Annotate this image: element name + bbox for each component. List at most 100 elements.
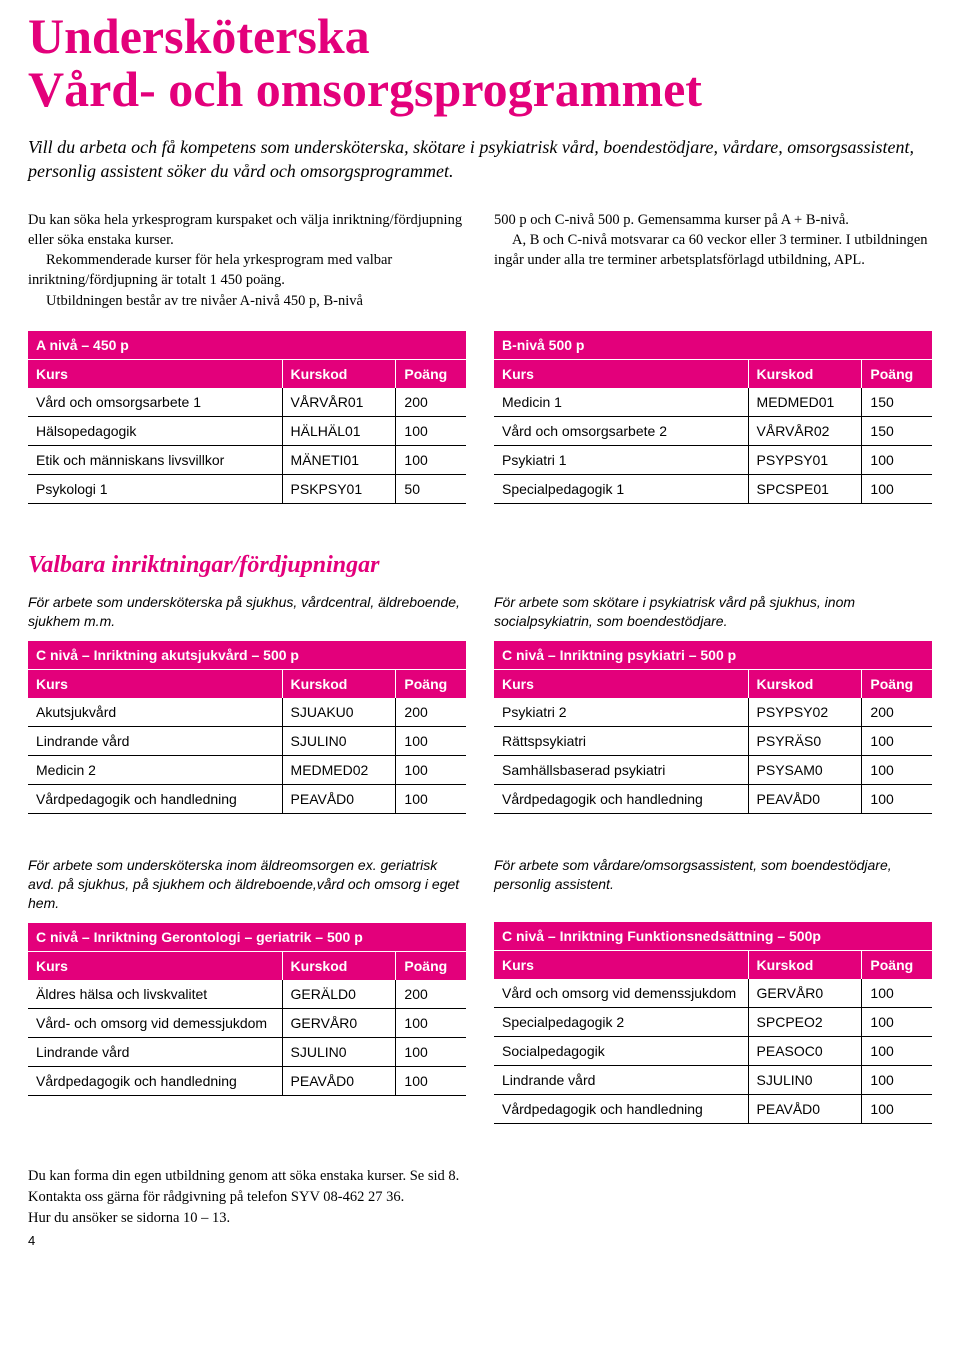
table-title: B-nivå 500 p <box>494 331 932 360</box>
table-cell: Specialpedagogik 2 <box>494 1008 748 1037</box>
table-cell: 100 <box>862 1008 932 1037</box>
table-cell: PEAVÅD0 <box>748 785 862 814</box>
table-cell: Vårdpedagogik och handledning <box>494 785 748 814</box>
column-header: Kurskod <box>748 670 862 699</box>
table-cell: Psykologi 1 <box>28 475 282 504</box>
table-cell: Äldres hälsa och livskvalitet <box>28 980 282 1009</box>
table-cell: PSKPSY01 <box>282 475 396 504</box>
table-cell: 200 <box>396 388 466 417</box>
table-cell: PSYPSY01 <box>748 446 862 475</box>
table-cell: SJULIN0 <box>282 727 396 756</box>
col-psyk: För arbete som skötare i psykiatrisk vår… <box>494 593 932 836</box>
table-cell: SJULIN0 <box>282 1037 396 1066</box>
column-header: Kurs <box>494 360 748 389</box>
table-cell: Vård och omsorg vid demenssjukdom <box>494 979 748 1008</box>
table-cell: Psykiatri 1 <box>494 446 748 475</box>
body-right: 500 p och C-nivå 500 p. Gemensamma kurse… <box>494 210 932 311</box>
table-title: C nivå – Inriktning Gerontologi – geriat… <box>28 923 466 952</box>
course-table: A nivå – 450 pKursKurskodPoängVård och o… <box>28 331 466 504</box>
table-cell: 200 <box>862 698 932 727</box>
footer-line: Kontakta oss gärna för rådgivning på tel… <box>28 1187 932 1208</box>
table-cell: PEAVÅD0 <box>282 1066 396 1095</box>
table-cell: 100 <box>862 756 932 785</box>
table-cell: Hälsopedagogik <box>28 417 282 446</box>
table-cell: 100 <box>396 727 466 756</box>
table-row: Samhällsbaserad psykiatriPSYSAM0100 <box>494 756 932 785</box>
table-row: Lindrande vårdSJULIN0100 <box>494 1066 932 1095</box>
table-cell: MEDMED01 <box>748 388 862 417</box>
footer-text: Du kan forma din egen utbildning genom a… <box>28 1166 932 1229</box>
column-header: Kurskod <box>282 360 396 389</box>
table-cell: Medicin 1 <box>494 388 748 417</box>
course-table: C nivå – Inriktning Funktionsnedsättning… <box>494 922 932 1124</box>
column-header: Kurs <box>28 670 282 699</box>
body-para: Du kan söka hela yrkesprogram kurspaket … <box>28 210 466 251</box>
table-cell: Vård- och omsorg vid demessjukdom <box>28 1008 282 1037</box>
table-b-container: B-nivå 500 pKursKurskodPoängMedicin 1MED… <box>494 331 932 526</box>
table-cell: Vård och omsorgsarbete 1 <box>28 388 282 417</box>
course-table: C nivå – Inriktning akutsjukvård – 500 p… <box>28 641 466 814</box>
table-cell: PEAVÅD0 <box>748 1095 862 1124</box>
table-cell: Vårdpedagogik och handledning <box>494 1095 748 1124</box>
table-row: Etik och människans livsvillkorMÄNETI011… <box>28 446 466 475</box>
table-cell: Akutsjukvård <box>28 698 282 727</box>
col-akut: För arbete som undersköterska på sjukhus… <box>28 593 466 836</box>
column-header: Poäng <box>396 360 466 389</box>
table-cell: 100 <box>396 1008 466 1037</box>
table-row: Lindrande vårdSJULIN0100 <box>28 1037 466 1066</box>
table-cell: 100 <box>396 1037 466 1066</box>
table-cell: SJUAKU0 <box>282 698 396 727</box>
tables-c2-row: För arbete som undersköterska inom äldre… <box>28 856 932 1146</box>
table-a-container: A nivå – 450 pKursKurskodPoängVård och o… <box>28 331 466 526</box>
table-cell: 100 <box>862 446 932 475</box>
table-cell: PEASOC0 <box>748 1037 862 1066</box>
table-cell: 100 <box>862 785 932 814</box>
table-cell: 100 <box>862 1066 932 1095</box>
course-table: C nivå – Inriktning psykiatri – 500 pKur… <box>494 641 932 814</box>
course-table: B-nivå 500 pKursKurskodPoängMedicin 1MED… <box>494 331 932 504</box>
column-header: Poäng <box>862 951 932 980</box>
table-cell: SPCSPE01 <box>748 475 862 504</box>
body-para: A, B och C-nivå motsvarar ca 60 veckor e… <box>494 230 932 271</box>
valbara-heading: Valbara inriktningar/fördjupningar <box>28 552 932 579</box>
table-cell: 100 <box>862 475 932 504</box>
page-number: 4 <box>28 1233 932 1248</box>
table-cell: PSYPSY02 <box>748 698 862 727</box>
column-header: Poäng <box>862 360 932 389</box>
table-cell: MEDMED02 <box>282 756 396 785</box>
table-cell: Specialpedagogik 1 <box>494 475 748 504</box>
table-cell: 50 <box>396 475 466 504</box>
column-header: Kurskod <box>282 951 396 980</box>
table-cell: 200 <box>396 698 466 727</box>
table-row: Vård och omsorgsarbete 1VÅRVÅR01200 <box>28 388 466 417</box>
column-header: Kurs <box>28 951 282 980</box>
table-psyk-container: C nivå – Inriktning psykiatri – 500 pKur… <box>494 641 932 814</box>
table-row: Medicin 2MEDMED02100 <box>28 756 466 785</box>
desc-ger: För arbete som undersköterska inom äldre… <box>28 856 466 913</box>
table-cell: 100 <box>862 979 932 1008</box>
table-cell: GERVÅR0 <box>748 979 862 1008</box>
column-header: Kurskod <box>748 951 862 980</box>
table-title: C nivå – Inriktning psykiatri – 500 p <box>494 641 932 670</box>
table-row: HälsopedagogikHÄLHÄL01100 <box>28 417 466 446</box>
table-cell: SPCPEO2 <box>748 1008 862 1037</box>
table-row: Vård och omsorgsarbete 2VÅRVÅR02150 <box>494 417 932 446</box>
table-row: Äldres hälsa och livskvalitetGERÄLD0200 <box>28 980 466 1009</box>
table-cell: 100 <box>862 1095 932 1124</box>
column-header: Poäng <box>396 951 466 980</box>
table-title: C nivå – Inriktning akutsjukvård – 500 p <box>28 641 466 670</box>
table-cell: GERVÅR0 <box>282 1008 396 1037</box>
desc-akut: För arbete som undersköterska på sjukhus… <box>28 593 466 631</box>
desc-funk: För arbete som vårdare/omsorgsassistent,… <box>494 856 932 912</box>
table-row: Vårdpedagogik och handledningPEAVÅD0100 <box>494 785 932 814</box>
table-cell: Etik och människans livsvillkor <box>28 446 282 475</box>
table-ger-container: C nivå – Inriktning Gerontologi – geriat… <box>28 923 466 1096</box>
table-cell: 100 <box>862 727 932 756</box>
tables-c1-row: För arbete som undersköterska på sjukhus… <box>28 593 932 836</box>
table-cell: VÅRVÅR02 <box>748 417 862 446</box>
table-row: Lindrande vårdSJULIN0100 <box>28 727 466 756</box>
table-row: Vårdpedagogik och handledningPEAVÅD0100 <box>28 785 466 814</box>
table-cell: PSYRÄS0 <box>748 727 862 756</box>
table-cell: PSYSAM0 <box>748 756 862 785</box>
table-cell: PEAVÅD0 <box>282 785 396 814</box>
